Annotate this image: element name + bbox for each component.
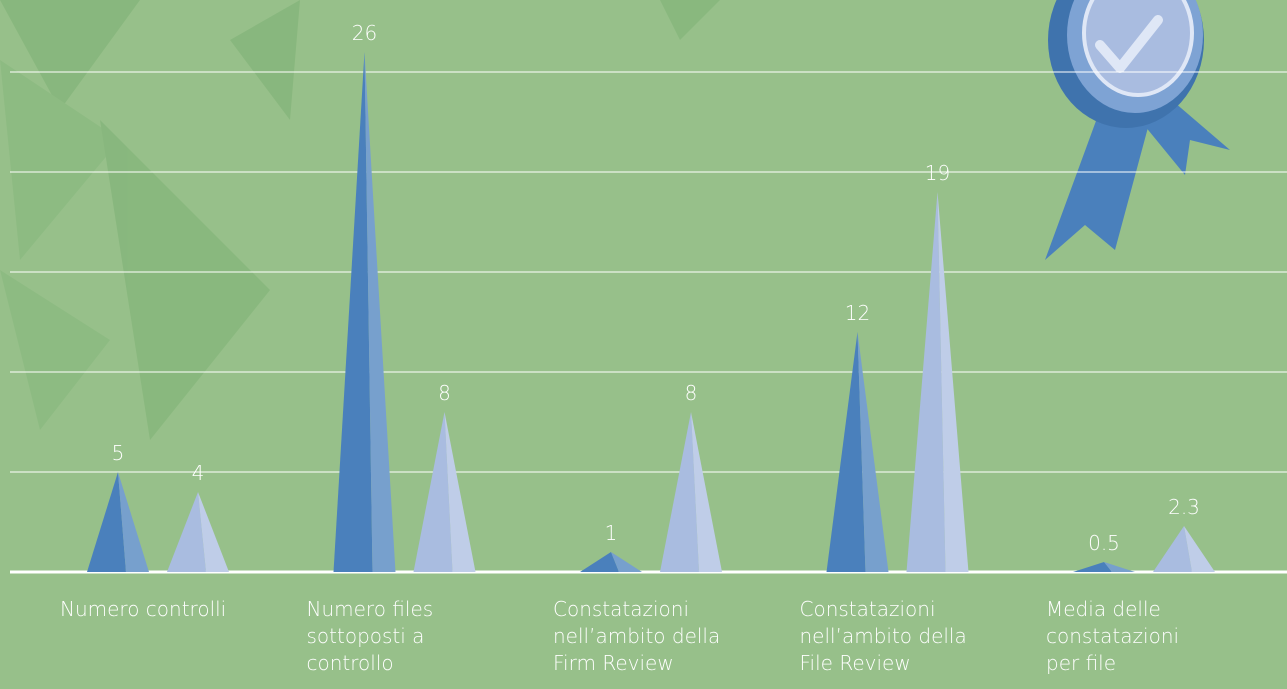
category-label: Numero controlli (60, 597, 227, 621)
medal-icon (1045, 0, 1230, 260)
spike-face (333, 52, 373, 572)
spike-side (691, 412, 722, 572)
value-label: 5 (112, 441, 125, 465)
spike-side (611, 552, 642, 572)
value-label: 8 (685, 381, 698, 405)
category-label: Constatazioni nell’ambito della File Rev… (799, 597, 967, 675)
spike-side (364, 52, 396, 572)
spike (1073, 562, 1135, 572)
value-label: 12 (845, 301, 870, 325)
spike (826, 332, 889, 572)
spike-side (198, 492, 229, 572)
value-label: 0.5 (1088, 531, 1120, 555)
spike (87, 472, 149, 572)
spike-face (660, 412, 699, 572)
spike-face (580, 552, 619, 572)
spike-side (937, 192, 969, 572)
spike-face (906, 192, 946, 572)
spike-face (167, 492, 206, 572)
spike-side (118, 472, 149, 572)
value-label: 4 (192, 461, 205, 485)
spike-side (1184, 526, 1215, 572)
category-label: Constatazioni nell’ambito della Firm Rev… (553, 597, 721, 675)
spike-side (857, 332, 889, 572)
value-label: 2.3 (1168, 495, 1200, 519)
spike (660, 412, 722, 572)
spike-side (444, 412, 476, 572)
value-label: 26 (352, 21, 377, 45)
spike-face (826, 332, 866, 572)
spike (1153, 526, 1215, 572)
spike-face (413, 412, 453, 572)
category-label: Numero files sottoposti a controllo (306, 597, 434, 675)
spike-face (87, 472, 126, 572)
spike (333, 52, 396, 572)
value-label: 1 (605, 521, 618, 545)
spike (906, 192, 969, 572)
background-decor (0, 0, 720, 440)
value-label: 19 (925, 161, 950, 185)
spike-face (1153, 526, 1192, 572)
value-label: 8 (438, 381, 451, 405)
spike-side (1104, 562, 1135, 572)
spike (580, 552, 642, 572)
spike (413, 412, 476, 572)
spike-face (1073, 562, 1112, 572)
category-label: Media delle constatazioni per file (1046, 597, 1180, 675)
spike (167, 492, 229, 572)
